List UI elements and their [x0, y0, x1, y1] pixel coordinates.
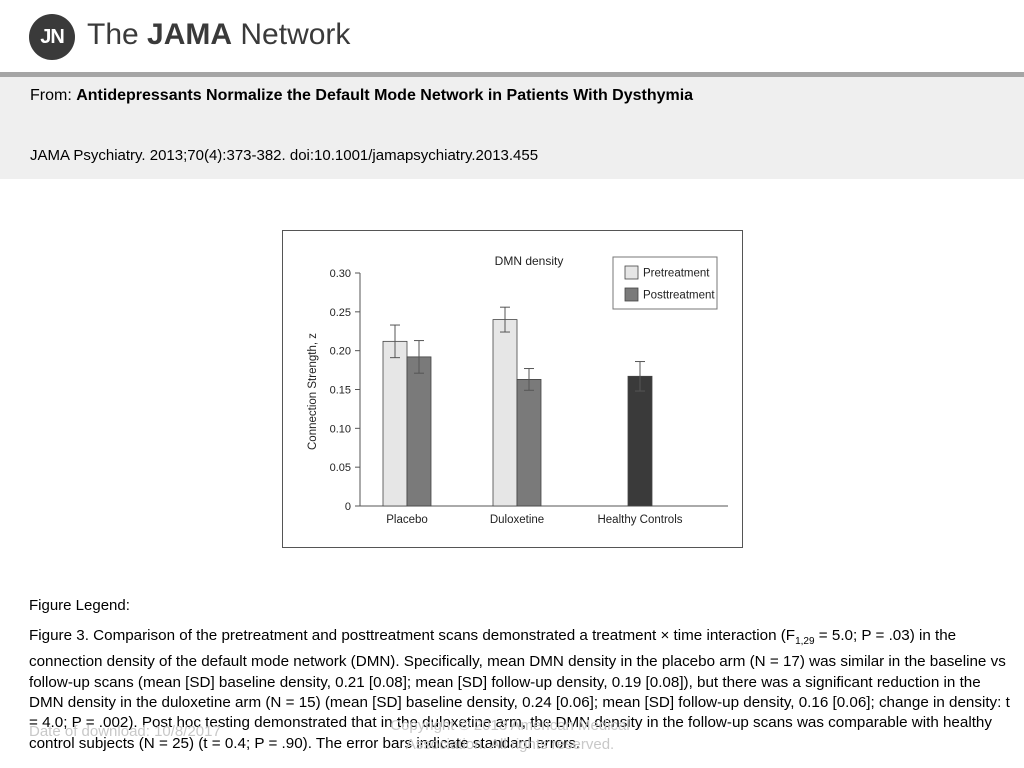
legend-swatch [624, 287, 639, 302]
legend-label: Pretreatment [643, 268, 710, 280]
chart-title: DMN density [495, 254, 564, 268]
legend-label: Posttreatment [643, 290, 715, 302]
caption-part2: = 5.0; P = .03) in the connection densit… [29, 627, 1010, 752]
y-axis-label: Connection Strength, z [307, 333, 319, 450]
brand-light: The [87, 18, 148, 51]
figure-legend-heading: Figure Legend: [29, 597, 130, 614]
article-info-box [0, 77, 1024, 179]
y-tick-label: 0.20 [330, 346, 351, 358]
article-citation: JAMA Psychiatry. 2013;70(4):373-382. doi… [30, 147, 539, 164]
y-tick-label: 0.10 [330, 423, 351, 435]
caption-subscript: 1,29 [795, 636, 815, 648]
x-tick-label: Healthy Controls [597, 514, 682, 526]
bar [382, 340, 408, 507]
brand-bold: JAMA [147, 18, 233, 51]
y-tick-label: 0.15 [330, 385, 351, 397]
bar [406, 356, 432, 507]
copyright-notice: Copyright © 2013 American Medical Associ… [390, 717, 630, 753]
article-source: From: Antidepressants Normalize the Defa… [30, 87, 693, 105]
x-tick-label: Duloxetine [490, 514, 544, 526]
x-tick-label: Placebo [386, 514, 428, 526]
site-header: JN The JAMA Network [0, 0, 1024, 72]
jama-network-logo-icon[interactable]: JN [29, 14, 75, 60]
y-tick-label: 0.25 [330, 307, 351, 319]
bar [492, 319, 518, 507]
bar [516, 379, 542, 507]
download-date: Date of download: 10/8/2017 [29, 723, 221, 740]
y-tick-label: 0 [345, 501, 351, 513]
from-label: From: [30, 87, 77, 104]
figure-panel: DMN density 0 0.05 0.10 0.15 0.20 0.25 0.30 Conn… [282, 230, 743, 548]
bar [627, 375, 653, 507]
legend-swatch [624, 265, 639, 280]
caption-part1: Figure 3. Comparison of the pretreatment… [29, 627, 796, 644]
y-tick-label: 0.05 [330, 462, 351, 474]
brand-name[interactable]: The JAMA Network [87, 18, 350, 52]
header-divider [0, 72, 1024, 77]
bar-chart: DMN density 0 0.05 0.10 0.15 0.20 0.25 0.30 Conn… [307, 254, 728, 526]
figure-caption: Figure 3. Comparison of the pretreatment… [29, 626, 1019, 754]
y-tick-label: 0.30 [330, 268, 351, 280]
article-title: Antidepressants Normalize the Default Mo… [76, 87, 694, 104]
brand-rest: Network [232, 18, 351, 51]
